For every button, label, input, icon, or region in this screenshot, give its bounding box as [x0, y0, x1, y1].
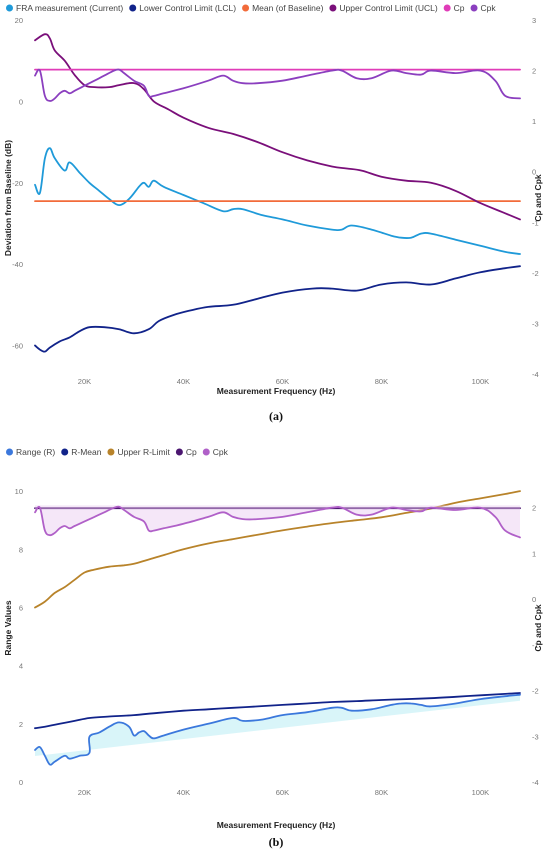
y-tick-label-a: -60	[12, 342, 23, 351]
y2-tick-label-b: 0	[532, 595, 536, 604]
y2-tick-label-a: -2	[532, 269, 539, 278]
y-axis-title-a: Deviation from Baseline (dB)	[3, 140, 13, 256]
x-tick-label-b: 40K	[177, 788, 190, 797]
x-tick-label-b: 60K	[276, 788, 289, 797]
x-tick-label-a: 60K	[276, 377, 289, 386]
y-tick-label-a: 20	[15, 16, 23, 25]
y-tick-label-b: 6	[19, 603, 23, 612]
y-tick-label-b: 2	[19, 720, 23, 729]
legend-marker-a-1	[129, 4, 137, 12]
y2-axis-title-b: Cp and Cpk	[533, 604, 543, 651]
x-axis-title-b: Measurement Frequency (Hz)	[217, 820, 336, 830]
legend-label-b-2: Upper R-Limit	[117, 447, 170, 457]
y-tick-label-b: 10	[15, 487, 23, 496]
legend-marker-a-3	[329, 4, 337, 12]
caption-b: (b)	[269, 835, 284, 849]
x-tick-label-a: 100K	[472, 377, 490, 386]
x-tick-label-b: 100K	[472, 788, 490, 797]
legend-marker-b-2	[107, 448, 115, 456]
y-tick-label-b: 0	[19, 778, 23, 787]
chart-panel-b: Range (R) R-Mean Upper R-Limit Cp Cpk 108642…	[3, 447, 543, 849]
legend-label-b-0: Range (R)	[16, 447, 55, 457]
legend-marker-a-4	[443, 4, 451, 12]
y-tick-label-a: 0	[19, 97, 23, 106]
legend-label-a-3: Upper Control Limit (UCL)	[339, 3, 437, 13]
legend-marker-b-0	[6, 448, 13, 456]
y2-tick-label-b: -1	[532, 641, 539, 650]
legend-label-a-2: Mean (of Baseline)	[252, 3, 324, 13]
legend-b: Range (R) R-Mean Upper R-Limit Cp Cpk	[6, 447, 229, 457]
plot-area-a: 20 0 -20 -40 -60 3 2 1 0 -1 -2 -3 -4 20K 40K 60K 80K 100K	[12, 16, 539, 386]
legend-marker-a-2	[242, 4, 250, 12]
legend-label-b-4: Cpk	[213, 447, 229, 457]
y2-tick-label-b: -3	[532, 732, 539, 741]
legend-label-a-4: Cp	[454, 3, 465, 13]
legend-label-a-5: Cpk	[481, 3, 497, 13]
y2-tick-label-b: -4	[532, 778, 539, 787]
y2-axis-title-a: Cp and Cpk	[533, 174, 543, 221]
y2-tick-label-a: 0	[532, 168, 536, 177]
legend-label-b-3: Cp	[186, 447, 197, 457]
legend-label-a-0: FRA measurement (Current)	[16, 3, 123, 13]
y2-tick-label-b: 2	[532, 504, 536, 513]
y2-tick-label-a: 2	[532, 67, 536, 76]
legend-label-a-1: Lower Control Limit (LCL)	[139, 3, 236, 13]
legend-marker-b-1	[61, 448, 69, 456]
y2-tick-label-a: -1	[532, 218, 539, 227]
x-tick-label-a: 20K	[78, 377, 91, 386]
y2-tick-label-a: -4	[532, 370, 539, 379]
y2-tick-label-b: -2	[532, 687, 539, 696]
y2-tick-label-b: 1	[532, 549, 536, 558]
series-line-b-0	[34, 693, 521, 766]
legend-label-b-1: R-Mean	[71, 447, 102, 457]
series-line-a-3	[34, 33, 521, 221]
y-tick-label-a: -20	[12, 179, 23, 188]
legend-a: FRA measurement (Current) Lower Control L…	[6, 3, 496, 13]
chart-panel-a: FRA measurement (Current) Lower Control L…	[3, 3, 543, 423]
x-tick-label-a: 40K	[177, 377, 190, 386]
y-tick-label-b: 8	[19, 545, 23, 554]
y2-tick-label-a: -3	[532, 319, 539, 328]
x-tick-label-a: 80K	[375, 377, 388, 386]
x-tick-label-b: 80K	[375, 788, 388, 797]
legend-marker-b-4	[202, 448, 210, 456]
series-line-a-1	[34, 265, 521, 353]
range-band-b	[35, 694, 520, 765]
legend-marker-b-3	[175, 448, 183, 456]
caption-a: (a)	[269, 409, 283, 423]
y2-tick-label-a: 3	[532, 16, 536, 25]
series-line-b-1	[34, 692, 521, 730]
series-line-b-4	[34, 505, 521, 539]
x-axis-title-a: Measurement Frequency (Hz)	[217, 386, 336, 396]
series-line-a-0	[34, 147, 521, 255]
y2-tick-label-a: 1	[532, 117, 536, 126]
x-tick-label-b: 20K	[78, 788, 91, 797]
series-line-a-5	[34, 68, 521, 102]
y-tick-label-b: 4	[19, 662, 23, 671]
y-axis-title-b: Range Values	[3, 600, 13, 656]
legend-marker-a-5	[470, 4, 478, 12]
legend-marker-a-0	[6, 4, 13, 12]
y-tick-label-a: -40	[12, 260, 23, 269]
